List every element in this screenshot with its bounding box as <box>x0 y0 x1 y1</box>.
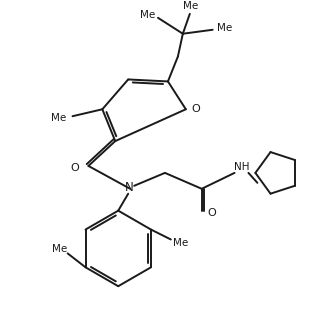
Text: Me: Me <box>51 113 66 123</box>
Text: Me: Me <box>217 23 232 33</box>
Text: Me: Me <box>52 245 67 254</box>
Text: Me: Me <box>173 238 188 248</box>
Text: O: O <box>70 163 79 173</box>
Text: Me: Me <box>183 1 198 11</box>
Text: N: N <box>125 181 133 194</box>
Text: Me: Me <box>140 10 156 20</box>
Text: O: O <box>192 104 200 114</box>
Text: NH: NH <box>234 162 249 172</box>
Text: O: O <box>207 208 216 218</box>
